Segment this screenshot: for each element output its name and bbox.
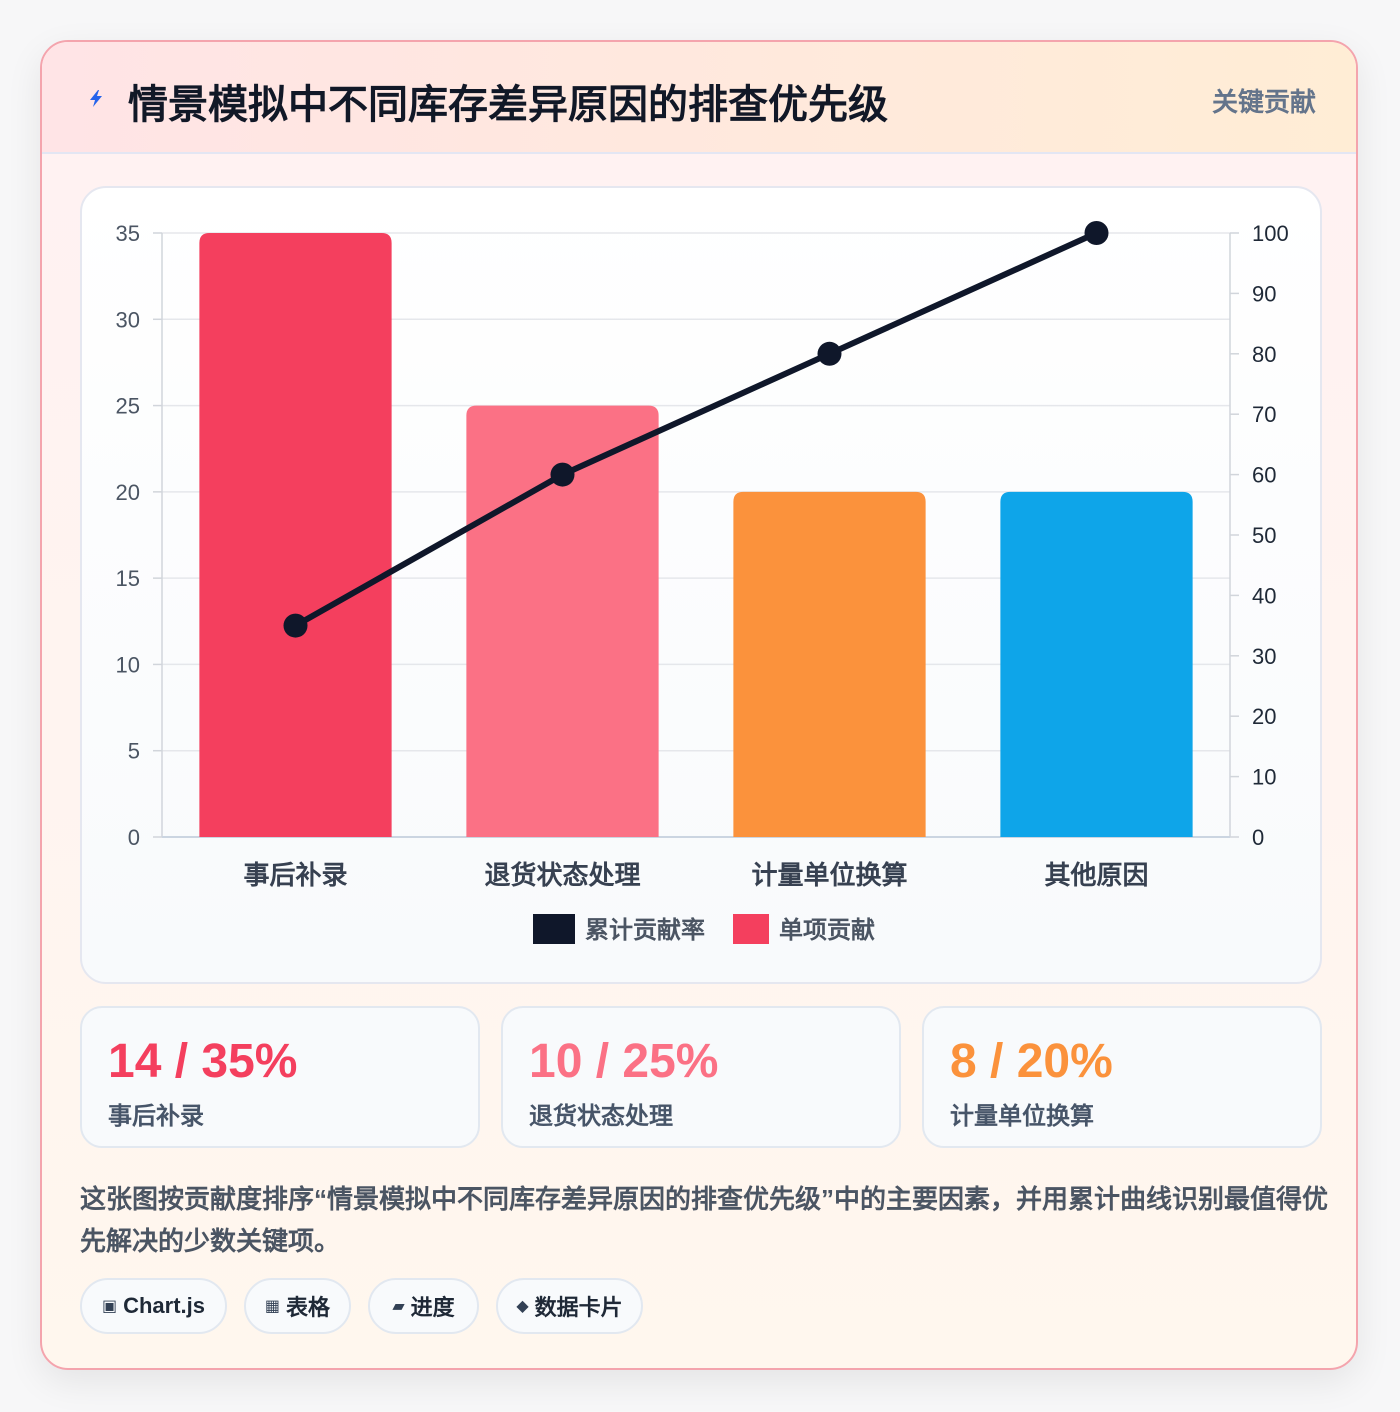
cumulative-point-4 [1084,221,1109,245]
tag-data-card[interactable]: ◆ 数据卡片 [496,1278,643,1334]
stat-value: 8 / 20% [950,1035,1113,1088]
legend-label: 累计贡献率 [585,916,705,944]
tag-chartjs[interactable]: ▣ Chart.js [80,1278,227,1334]
pareto-chart-panel: 0 5 10 15 20 25 30 35 0 10 20 30 40 50 60 70 80 90 100 事后补录… [80,186,1322,984]
key-contribution-badge: 关键贡献 [1211,87,1316,117]
y-right-tick-label: 40 [1252,583,1276,608]
x-tick-label: 计量单位换算 [751,860,907,890]
y-right-tick-label: 0 [1252,825,1264,850]
stat-label: 事后补录 [108,1103,204,1130]
stat-card-3: 8 / 20% 计量单位换算 [922,1006,1322,1148]
grid-icon: ▦ [264,1298,281,1315]
y-right-tick-label: 100 [1252,221,1289,246]
tag-label: 表格 [286,1295,331,1320]
legend-swatch-1 [533,914,575,944]
y-right-tick-label: 60 [1252,463,1276,488]
y-left-tick-label: 10 [116,652,140,677]
stat-card-1: 14 / 35% 事后补录 [80,1006,480,1148]
tag-label: 进度 [410,1295,455,1320]
chart-description: 这张图按贡献度排序“情景模拟中不同库存差异原因的排查优先级”中的主要因素，并用累… [80,1184,1329,1256]
y-right-tick-label: 30 [1252,644,1276,669]
y-right-tick-label: 20 [1252,704,1276,729]
report-card: 情景模拟中不同库存差异原因的排查优先级 关键贡献 0 5 10 15 20 25 30 35 0… [40,40,1358,1370]
bar-4 [1000,491,1193,837]
card-header: 情景模拟中不同库存差异原因的排查优先级 关键贡献 [42,42,1356,154]
y-left-tick-label: 5 [128,739,140,764]
pareto-chart: 0 5 10 15 20 25 30 35 0 10 20 30 40 50 60 70 80 90 100 事后补录… [116,221,1289,944]
stat-value: 10 / 25% [529,1035,719,1088]
x-tick-label: 事后补录 [243,860,347,890]
bar-3 [733,491,926,837]
y-left-tick-label: 0 [128,825,140,850]
tag-progress[interactable]: ▰ 进度 [368,1278,479,1334]
tag-label: Chart.js [123,1293,206,1318]
cumulative-line [294,230,1098,629]
y-right-tick-label: 90 [1252,281,1276,306]
y-left-tick-label: 20 [116,480,140,505]
y-right-tick-label: 10 [1252,765,1276,790]
stat-value: 14 / 35% [108,1035,298,1088]
stat-label: 计量单位换算 [950,1103,1094,1130]
y-left-tick-label: 15 [116,566,140,591]
tag-label: 数据卡片 [534,1295,623,1320]
cumulative-point-2 [550,462,575,487]
y-left-tick-label: 30 [116,307,140,332]
cumulative-point-1 [283,613,308,638]
bar-2 [466,405,659,837]
page-title: 情景模拟中不同库存差异原因的排查优先级 [128,83,888,127]
y-left-tick-label: 25 [116,394,140,419]
y-right-tick-label: 70 [1252,402,1276,427]
y-right-tick-label: 80 [1252,342,1276,367]
bar-1 [199,233,392,837]
stat-label: 退货状态处理 [529,1103,673,1130]
legend-label: 单项贡献 [779,917,875,944]
stat-card-2: 10 / 25% 退货状态处理 [501,1006,901,1148]
y-right-tick-label: 50 [1252,523,1276,548]
progress-icon: ▰ [392,1298,405,1315]
cumulative-point-3 [817,341,842,366]
diamond-icon: ◆ [516,1298,529,1315]
x-tick-label: 退货状态处理 [484,860,640,890]
y-left-tick-label: 35 [116,221,140,246]
tag-table[interactable]: ▦ 表格 [244,1278,351,1334]
x-tick-label: 其他原因 [1044,860,1148,890]
square-icon: ▣ [101,1298,118,1315]
lightning-icon [90,90,102,107]
legend-swatch-2 [733,914,769,944]
